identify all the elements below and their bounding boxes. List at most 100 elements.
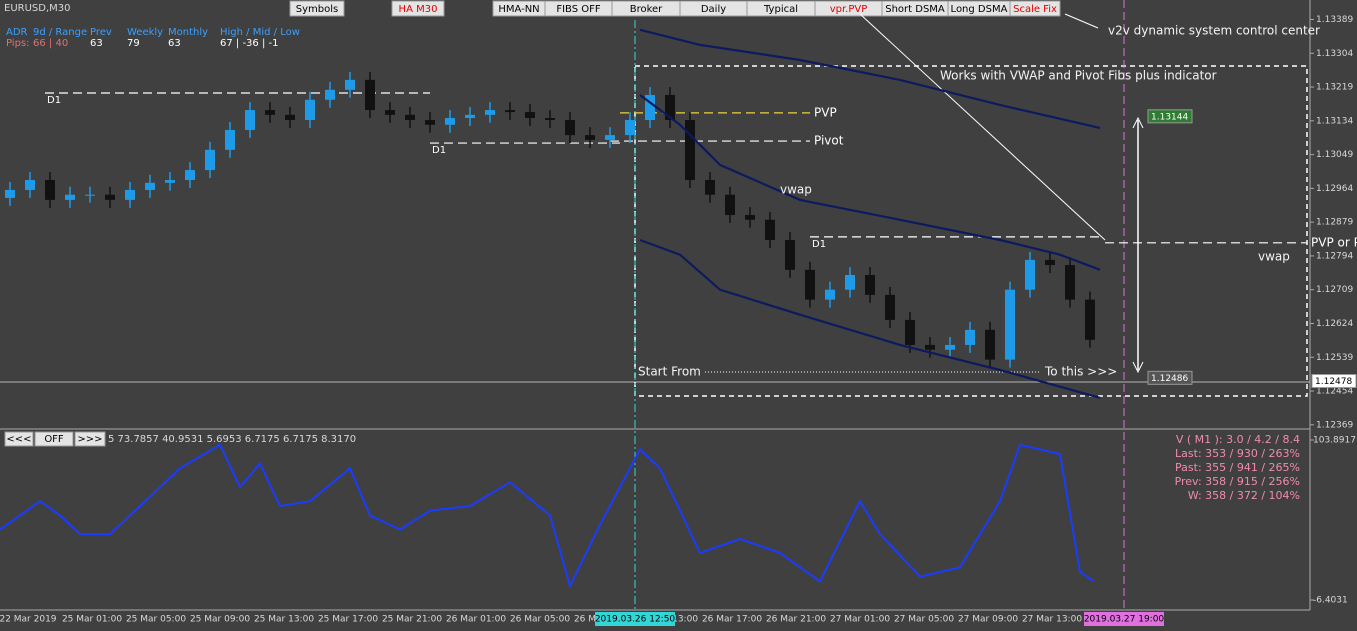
button-label: Typical bbox=[763, 4, 798, 15]
price-tag: 1.13144 bbox=[1147, 109, 1193, 124]
info-value: 63 bbox=[168, 38, 181, 49]
price-tag-box bbox=[1147, 109, 1193, 124]
oscillator-panel: <<< OFF >>> 5 73.7857 40.9531 5.6953 6.7175… bbox=[4, 431, 1300, 502]
candle-body bbox=[485, 110, 495, 115]
toolbar-button[interactable]: Symbols bbox=[289, 0, 345, 17]
annotation: To this >>> bbox=[1044, 365, 1117, 379]
button-label: >>> bbox=[77, 434, 102, 445]
x-tick-label: 25 Mar 17:00 bbox=[318, 615, 378, 625]
candle-body bbox=[1045, 259, 1055, 266]
info-panel: ADR 9d / Range Prev Weekly Monthly High / Mid… bbox=[6, 27, 300, 49]
button-face bbox=[34, 431, 74, 447]
candle-body bbox=[625, 120, 635, 136]
toolbar-button[interactable]: Long DSMA bbox=[947, 0, 1011, 17]
level-label: D1 bbox=[812, 239, 826, 250]
candle-body bbox=[605, 135, 615, 140]
info-label: ADR bbox=[6, 27, 28, 38]
toolbar-button[interactable]: HMA-NN bbox=[492, 0, 546, 17]
candle-body bbox=[525, 112, 535, 119]
y-tick-label: 1.13049 bbox=[1316, 150, 1353, 160]
candle-body bbox=[25, 180, 35, 190]
pointer-arrow bbox=[1064, 13, 1099, 29]
candle-body bbox=[745, 214, 755, 220]
cursor-label: 2019.03.26 12:50 bbox=[595, 615, 676, 625]
vwap-line bbox=[639, 94, 1101, 271]
info-value: 66 | 40 bbox=[33, 38, 68, 49]
toolbar-button[interactable]: Daily bbox=[679, 0, 748, 17]
button-label: Long DSMA bbox=[951, 4, 1008, 15]
candle-body bbox=[245, 110, 255, 130]
candle-body bbox=[505, 110, 515, 113]
x-tick-label: 26 Mar 21:00 bbox=[766, 615, 826, 625]
toolbar-button[interactable]: HA M30 bbox=[391, 0, 445, 17]
cursor-label: 2019.03.27 19:00 bbox=[1084, 615, 1165, 625]
candle-body bbox=[545, 118, 555, 121]
y-tick-label: 1.13389 bbox=[1316, 15, 1353, 25]
toolbar-button[interactable]: Broker bbox=[611, 0, 681, 17]
cursor-label-box bbox=[595, 612, 675, 626]
info-value: 79 bbox=[127, 38, 140, 49]
toolbar-button[interactable]: Scale Fix bbox=[1009, 0, 1061, 17]
x-tick-label: 26 Mar 01:00 bbox=[446, 615, 506, 625]
x-tick-label: 22 Mar 2019 bbox=[0, 615, 57, 625]
symbol: EURUSD,M30 bbox=[4, 3, 70, 14]
x-tick-label: 26 Mar 17:00 bbox=[702, 615, 762, 625]
y-tick-label: 1.13134 bbox=[1316, 116, 1353, 126]
candle-body bbox=[1025, 259, 1035, 290]
button-label: FIBS OFF bbox=[556, 4, 601, 15]
price-tag: 1.12486 bbox=[1147, 370, 1193, 385]
osc-button[interactable]: >>> bbox=[74, 431, 106, 447]
candle-body bbox=[805, 269, 815, 300]
y-tick-label: 1.12369 bbox=[1316, 420, 1353, 430]
button-face bbox=[1009, 0, 1061, 17]
candle-body bbox=[465, 114, 475, 119]
y-tick-label: 1.13304 bbox=[1316, 49, 1353, 59]
osc-button[interactable]: <<< bbox=[4, 431, 34, 447]
series-label: vwap bbox=[780, 182, 812, 196]
x-tick-label: 27 Mar 13:00 bbox=[1022, 615, 1082, 625]
candle-body bbox=[685, 120, 695, 181]
x-tick-label: 26 Mar 05:00 bbox=[510, 615, 570, 625]
candle-body bbox=[1065, 265, 1075, 300]
candle-body bbox=[905, 319, 915, 345]
pointer-arrow bbox=[859, 13, 1106, 241]
button-face bbox=[4, 431, 34, 447]
candle-body bbox=[325, 89, 335, 100]
level-label: Pivot bbox=[814, 134, 844, 148]
toolbar-button[interactable]: Short DSMA bbox=[881, 0, 949, 17]
button-label: Broker bbox=[630, 4, 663, 15]
toolbar-button[interactable]: vpr.PVP bbox=[814, 0, 883, 17]
button-label: <<< bbox=[6, 434, 31, 445]
osc-stat: V ( M1 ): 3.0 / 4.2 / 8.4 bbox=[1176, 433, 1300, 446]
x-tick-label: 27 Mar 01:00 bbox=[830, 615, 890, 625]
info-value: 63 bbox=[90, 38, 103, 49]
candle-body bbox=[765, 219, 775, 241]
candle-body bbox=[985, 329, 995, 360]
toolbar-button[interactable]: FIBS OFF bbox=[544, 0, 613, 17]
y-tick-label: -6.4031 bbox=[1313, 596, 1348, 606]
osc-stat: Past: 355 / 941 / 265% bbox=[1175, 461, 1300, 474]
candle-body bbox=[5, 189, 15, 198]
level-label: PVP bbox=[814, 105, 837, 119]
candle-body bbox=[445, 118, 455, 125]
toolbar-button[interactable]: Typical bbox=[746, 0, 816, 17]
arrow-head bbox=[1132, 116, 1144, 374]
candle-body bbox=[405, 114, 415, 121]
oscillator-line bbox=[0, 443, 1095, 589]
level-label: D1 bbox=[47, 95, 61, 106]
info-value: Pips: bbox=[6, 38, 30, 49]
x-tick-label: 25 Mar 09:00 bbox=[190, 615, 250, 625]
osc-button[interactable]: OFF bbox=[34, 431, 74, 447]
candle-body bbox=[1085, 299, 1095, 340]
toolbar: Symbols HA M30 HMA-NN FIBS OFF Broker Daily Ty… bbox=[289, 0, 1061, 17]
y-tick-label: 1.13219 bbox=[1316, 83, 1353, 93]
info-label: High / Mid / Low bbox=[220, 27, 300, 38]
candle-body bbox=[365, 79, 375, 111]
button-label: HA M30 bbox=[399, 4, 438, 15]
vwap-line bbox=[639, 238, 1101, 399]
osc-stat: Prev: 358 / 915 / 256% bbox=[1175, 475, 1300, 488]
osc-stat: Last: 353 / 930 / 263% bbox=[1175, 447, 1300, 460]
level-label: PVP or POC bbox=[1311, 235, 1357, 249]
candle-body bbox=[265, 110, 275, 115]
